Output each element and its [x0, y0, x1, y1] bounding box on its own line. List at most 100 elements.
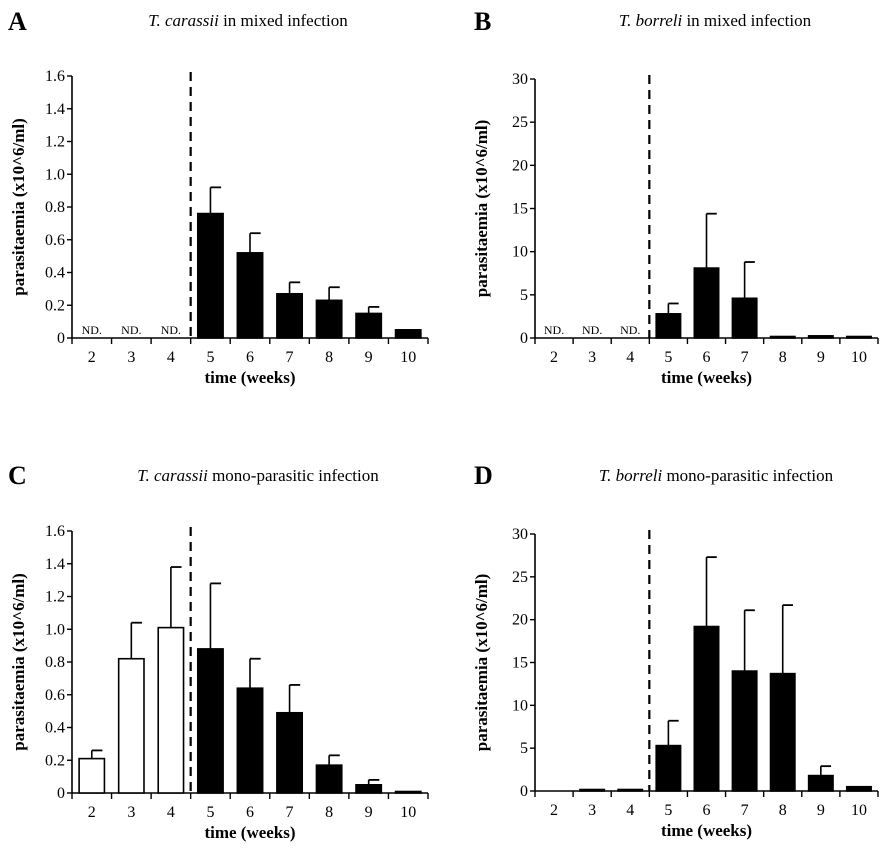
y-axis-label: parasitaemia (x10^6/ml): [472, 120, 491, 298]
x-tick-label: 2: [550, 349, 558, 366]
x-tick-label: 7: [741, 802, 749, 819]
x-tick-label: 3: [588, 802, 596, 819]
y-axis-label: parasitaemia (x10^6/ml): [9, 118, 28, 296]
x-tick-label: 5: [206, 349, 214, 366]
y-tick-label: 20: [512, 612, 528, 629]
panel-title-text: in mixed infection: [219, 11, 348, 30]
bar: [807, 774, 834, 792]
bar: [845, 335, 872, 339]
x-tick-label: 10: [400, 804, 416, 821]
y-tick-label: 0.8: [45, 654, 65, 671]
x-tick-label: 3: [127, 804, 135, 821]
panel-title-species: T. carassii: [137, 466, 208, 485]
y-tick-label: 0.4: [45, 265, 65, 282]
panel-B: B T. borreli in mixed infection0510152025…: [472, 7, 879, 387]
x-tick-label: 7: [741, 349, 749, 366]
x-axis-label: time (weeks): [204, 368, 295, 387]
bar: [78, 757, 106, 794]
panel-title-text: in mixed infection: [682, 11, 811, 30]
panel-title-text: mono-parasitic infection: [662, 466, 833, 485]
x-tick-label: 8: [779, 802, 787, 819]
y-tick-label: 1.4: [45, 556, 65, 573]
y-axis-label: parasitaemia (x10^6/ml): [472, 574, 491, 752]
bar: [655, 744, 682, 792]
y-axis-label: parasitaemia (x10^6/ml): [9, 573, 28, 751]
y-tick-label: 25: [512, 114, 528, 131]
x-tick-label: 6: [246, 804, 254, 821]
nd-annotation: ND.: [544, 323, 564, 337]
y-tick-label: 1.2: [45, 134, 65, 151]
bar: [769, 672, 796, 792]
panel-title: T. borreli mono-parasitic infection: [599, 466, 834, 485]
bar: [117, 657, 145, 794]
panel-title-species: T. carassii: [148, 11, 219, 30]
bar: [394, 329, 422, 339]
bar: [196, 648, 224, 794]
y-tick-label: 5: [520, 287, 528, 304]
x-tick-label: 9: [817, 349, 825, 366]
bar: [276, 711, 304, 794]
panel-title-species: T. borreli: [619, 11, 683, 30]
y-tick-label: 1.0: [45, 621, 65, 638]
x-tick-label: 3: [588, 349, 596, 366]
bar: [355, 784, 383, 794]
x-tick-label: 9: [365, 804, 373, 821]
panel-title: T. carassii mono-parasitic infection: [137, 466, 379, 485]
nd-annotation: ND.: [620, 323, 640, 337]
x-tick-label: 4: [167, 804, 175, 821]
bar: [394, 790, 422, 794]
y-tick-label: 0.6: [45, 232, 65, 249]
y-tick-label: 30: [512, 71, 528, 88]
y-tick-label: 25: [512, 569, 528, 586]
panel-letter: D: [474, 461, 493, 490]
panel-letter: A: [8, 7, 27, 36]
x-tick-label: 5: [664, 802, 672, 819]
nd-annotation: ND.: [161, 323, 181, 337]
x-tick-label: 10: [851, 349, 867, 366]
y-tick-label: 0.6: [45, 687, 65, 704]
x-tick-label: 4: [626, 349, 634, 366]
y-tick-label: 15: [512, 655, 528, 672]
x-tick-label: 8: [325, 349, 333, 366]
x-tick-label: 3: [127, 349, 135, 366]
bar: [355, 312, 383, 339]
x-axis-label: time (weeks): [661, 821, 752, 840]
bar: [845, 785, 872, 792]
x-tick-label: 10: [851, 802, 867, 819]
panel-D: D T. borreli mono-parasitic infection 0 5 10…: [472, 461, 879, 840]
x-tick-label: 2: [88, 804, 96, 821]
bar: [236, 687, 264, 794]
nd-annotation: ND.: [82, 323, 102, 337]
bar: [196, 212, 224, 339]
x-tick-label: 8: [325, 804, 333, 821]
x-tick-label: 8: [779, 349, 787, 366]
bar: [731, 297, 758, 339]
x-tick-label: 5: [206, 804, 214, 821]
x-tick-label: 6: [703, 802, 711, 819]
y-tick-label: 1.6: [45, 523, 65, 540]
bar: [807, 335, 834, 339]
y-tick-label: 0.2: [45, 752, 65, 769]
panel-title: T. carassii in mixed infection: [148, 11, 348, 30]
panel-C: C T. carassii mono-parasitic infection 0 0.…: [8, 461, 429, 842]
bar: [579, 788, 606, 792]
x-tick-label: 9: [365, 349, 373, 366]
y-tick-label: 1.4: [45, 101, 65, 118]
x-axis-label: time (weeks): [661, 368, 752, 387]
x-tick-label: 4: [167, 349, 175, 366]
y-tick-label: 20: [512, 157, 528, 174]
x-tick-label: 2: [88, 349, 96, 366]
y-tick-label: 1.6: [45, 68, 65, 85]
panel-letter: B: [474, 7, 491, 36]
y-tick-label: 30: [512, 526, 528, 543]
bar: [276, 292, 304, 339]
bar: [157, 626, 185, 794]
y-tick-label: 10: [512, 697, 528, 714]
bar: [315, 764, 343, 794]
bar: [693, 625, 720, 792]
bar: [315, 299, 343, 339]
panel-title: T. borreli in mixed infection: [619, 11, 812, 30]
x-axis-label: time (weeks): [204, 823, 295, 842]
y-tick-label: 1.2: [45, 589, 65, 606]
